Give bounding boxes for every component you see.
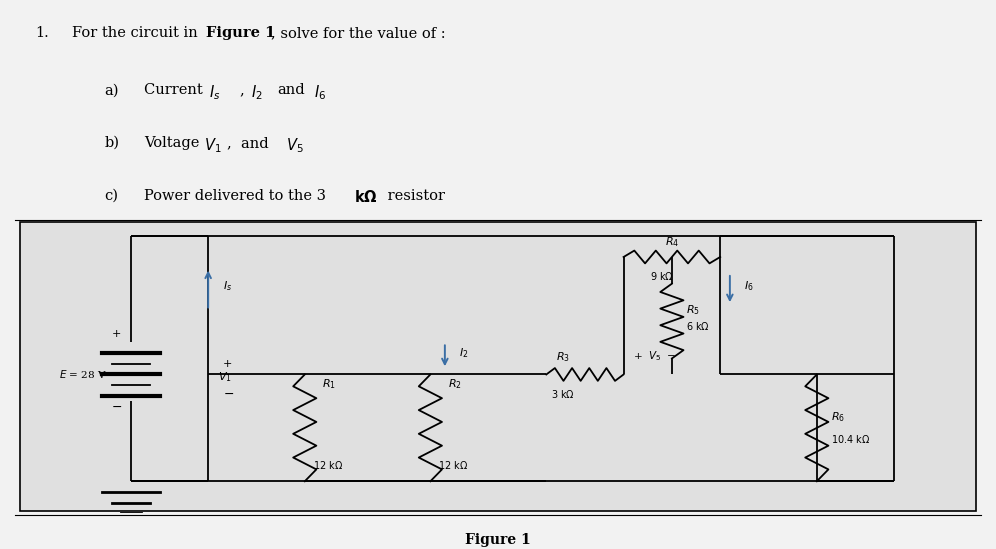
Text: $R_3$: $R_3$ <box>556 350 570 364</box>
Text: +: + <box>112 329 122 339</box>
Text: $\mathit{I}_s$: $\mathit{I}_s$ <box>209 83 220 102</box>
Text: 6 k$\Omega$: 6 k$\Omega$ <box>686 321 710 332</box>
Text: a): a) <box>105 83 120 98</box>
Text: b): b) <box>105 136 120 150</box>
Text: 10.4 k$\Omega$: 10.4 k$\Omega$ <box>832 433 871 445</box>
Text: 3 k$\Omega$: 3 k$\Omega$ <box>551 388 575 400</box>
Text: Current: Current <box>144 83 208 98</box>
Text: 12 k$\Omega$: 12 k$\Omega$ <box>438 458 468 470</box>
Text: $\mathbf{k\Omega}$: $\mathbf{k\Omega}$ <box>354 189 377 205</box>
Text: $I_6$: $I_6$ <box>744 279 754 293</box>
Text: 12 k$\Omega$: 12 k$\Omega$ <box>313 458 343 470</box>
Text: $R_6$: $R_6$ <box>832 410 846 424</box>
Text: $R_4$: $R_4$ <box>664 235 679 249</box>
Text: and: and <box>277 83 305 98</box>
Text: $\mathit{I}_6$: $\mathit{I}_6$ <box>314 83 326 102</box>
Text: , solve for the value of :: , solve for the value of : <box>271 26 445 41</box>
Text: $E$ = 28 V: $E$ = 28 V <box>59 368 107 380</box>
Text: Figure 1: Figure 1 <box>465 533 531 546</box>
Text: $-$: $-$ <box>223 386 234 400</box>
Text: resistor: resistor <box>383 189 445 203</box>
Text: ,: , <box>239 83 244 98</box>
Text: $I_2$: $I_2$ <box>459 346 469 360</box>
Text: c): c) <box>105 189 119 203</box>
Text: 1.: 1. <box>35 26 49 41</box>
Text: ,  and: , and <box>227 136 269 150</box>
Text: $-$: $-$ <box>111 400 122 413</box>
Text: $I_s$: $I_s$ <box>223 279 232 293</box>
Text: 9 k$\Omega$: 9 k$\Omega$ <box>650 270 674 282</box>
Text: $\mathit{V}_1$: $\mathit{V}_1$ <box>204 136 222 155</box>
Text: +  $V_5$  $-$: + $V_5$ $-$ <box>633 349 677 363</box>
Text: For the circuit in: For the circuit in <box>72 26 202 41</box>
Text: Figure 1: Figure 1 <box>206 26 276 41</box>
Text: $R_2$: $R_2$ <box>448 377 461 391</box>
Text: $R_5$: $R_5$ <box>686 304 700 317</box>
Text: $V_1$: $V_1$ <box>218 370 232 384</box>
Text: $\mathit{V}_5$: $\mathit{V}_5$ <box>286 136 304 155</box>
Text: Power delivered to the 3: Power delivered to the 3 <box>144 189 331 203</box>
Text: $R_1$: $R_1$ <box>322 377 336 391</box>
Text: $\mathit{I}_2$: $\mathit{I}_2$ <box>251 83 263 102</box>
Text: Voltage: Voltage <box>144 136 204 150</box>
Text: +: + <box>223 359 232 369</box>
